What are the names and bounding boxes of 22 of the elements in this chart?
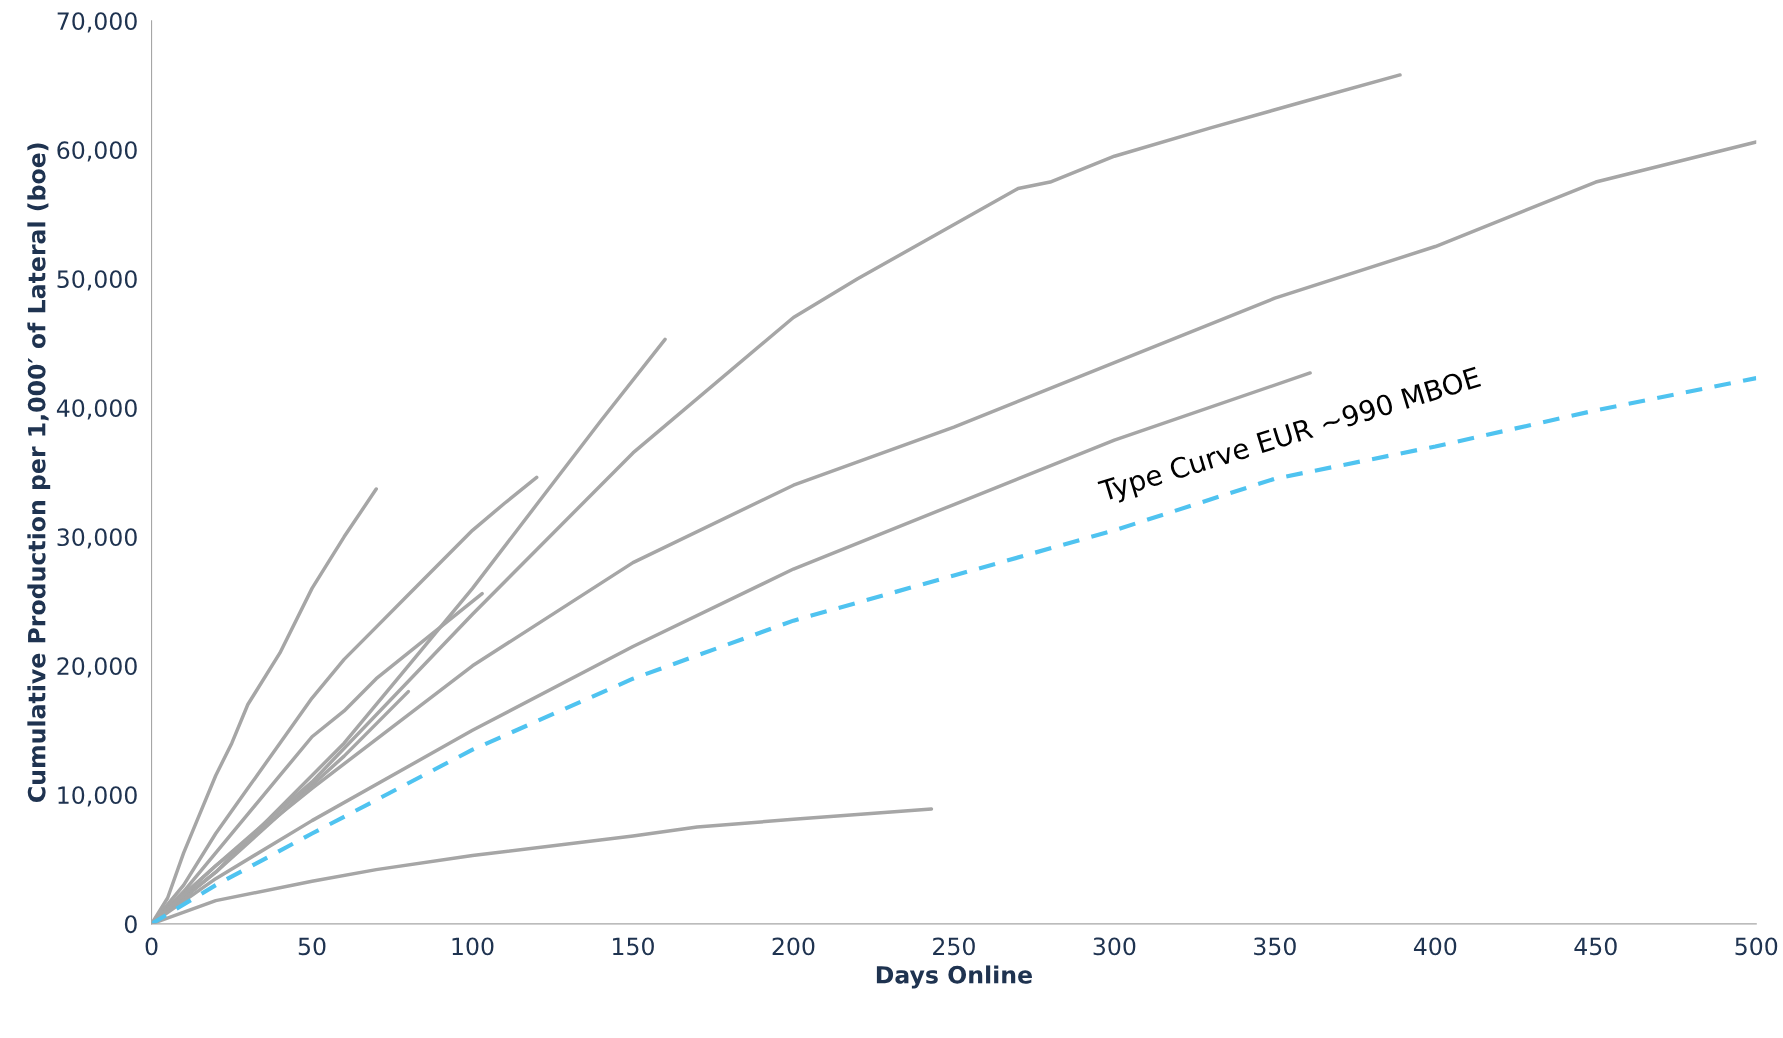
x-tick-label: 350 bbox=[1254, 937, 1296, 956]
x-tick-label: 150 bbox=[613, 937, 654, 956]
y-tick-label: 70,000 bbox=[57, 12, 137, 33]
x-tick-label: 400 bbox=[1413, 937, 1457, 956]
y-tick-label: 20,000 bbox=[57, 657, 137, 678]
x-tick-label: 300 bbox=[1093, 937, 1136, 956]
x-tick-label: 50 bbox=[298, 937, 326, 956]
y-tick-label: 60,000 bbox=[57, 141, 137, 162]
x-tick-label: 200 bbox=[772, 937, 815, 956]
y-tick-label: 0 bbox=[124, 915, 137, 934]
y-tick-label: 40,000 bbox=[56, 399, 137, 420]
x-tick-label: 500 bbox=[1735, 937, 1778, 956]
x-tick-label: 450 bbox=[1574, 937, 1617, 956]
y-tick-label: 30,000 bbox=[57, 528, 137, 549]
y-tick-label: 10,000 bbox=[58, 786, 137, 807]
annotation: Type Curve EUR ~990 MBOE bbox=[1097, 366, 1483, 508]
x-tick-label: 0 bbox=[145, 937, 158, 956]
y-axis-title: Cumulative Production per 1,000′ of Lateral (boe) bbox=[27, 143, 51, 802]
y-tick-label: 50,000 bbox=[57, 270, 137, 291]
x-tick-label: 100 bbox=[452, 937, 494, 956]
x-tick-label: 250 bbox=[933, 937, 975, 956]
x-axis-title: Days Online bbox=[876, 965, 1032, 989]
